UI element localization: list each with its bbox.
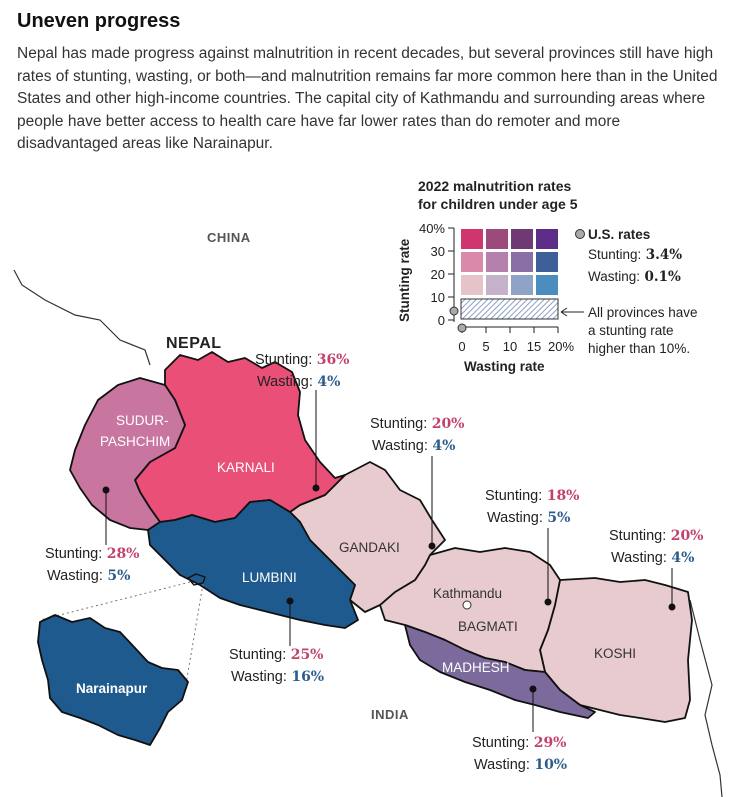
- narainapur-marker[interactable]: [187, 573, 206, 586]
- province-label-lumbini: LUMBINI: [242, 570, 297, 585]
- legend-grid: [460, 229, 559, 320]
- legend-x-axis-label: Wasting rate: [464, 359, 545, 374]
- legend-swatch: [486, 229, 508, 249]
- province-label-sudurpashchim-2: PASHCHIM: [100, 434, 170, 449]
- svg-text:Stunting: 25%: Stunting: 25%: [229, 646, 324, 663]
- inset-connectors: [39, 581, 204, 691]
- kathmandu-dot: [462, 600, 472, 610]
- province-label-gandaki: GANDAKI: [339, 540, 400, 555]
- narainapur-inset-label: Narainapur: [76, 681, 148, 696]
- us-marker-y: [449, 306, 459, 316]
- country-label-china: CHINA: [207, 230, 251, 245]
- svg-text:Stunting: 36%: Stunting: 36%: [255, 351, 350, 368]
- svg-text:Wasting: 0.1%: Wasting: 0.1%: [588, 268, 681, 285]
- callout-lumbini: Stunting: 25% Wasting: 16%: [229, 646, 324, 685]
- country-borders: [13, 269, 723, 797]
- legend-hatched-row: [460, 298, 559, 320]
- intro-paragraph: Nepal has made progress against malnutri…: [17, 45, 718, 152]
- svg-text:Stunting: 29%: Stunting: 29%: [472, 734, 567, 751]
- legend-swatch: [486, 252, 508, 272]
- page-title: Uneven progress: [17, 10, 181, 32]
- callout-bagmati: Stunting: 18% Wasting: 5%: [485, 487, 580, 526]
- legend-title-line1: 2022 malnutrition rates: [418, 178, 571, 194]
- legend-y-axis-label: Stunting rate: [397, 238, 412, 322]
- legend-y-tick: 30: [431, 244, 445, 259]
- legend-y-tick: 40%: [419, 221, 445, 236]
- legend-x-tick: 10: [503, 339, 517, 354]
- legend-swatch: [536, 229, 558, 249]
- legend-x-tick: 15: [527, 339, 541, 354]
- province-label-koshi: KOSHI: [594, 646, 636, 661]
- callout-sudurpashchim: Stunting: 28% Wasting: 5%: [45, 545, 140, 584]
- svg-text:Stunting: 20%: Stunting: 20%: [609, 527, 704, 544]
- legend-swatch: [536, 252, 558, 272]
- svg-text:Wasting: 4%: Wasting: 4%: [372, 437, 455, 454]
- svg-text:Stunting: 18%: Stunting: 18%: [485, 487, 580, 504]
- svg-text:Wasting: 5%: Wasting: 5%: [47, 567, 130, 584]
- border-east: [689, 599, 723, 797]
- svg-text:Wasting: 4%: Wasting: 4%: [257, 373, 340, 390]
- legend-axes: [448, 227, 559, 333]
- legend-x-tick: 0: [458, 339, 465, 354]
- province-label-sudurpashchim-1: SUDUR-: [116, 413, 169, 428]
- legend-swatch: [461, 229, 483, 249]
- legend-x-tick: 20%: [548, 339, 574, 354]
- province-sudurpashchim[interactable]: [69, 377, 186, 531]
- legend-y-tick: 20: [431, 267, 445, 282]
- province-label-bagmati: BAGMATI: [458, 619, 518, 634]
- province-label-madhesh: MADHESH: [442, 660, 510, 675]
- country-label-india: INDIA: [371, 707, 409, 722]
- svg-text:Stunting: 20%: Stunting: 20%: [370, 415, 465, 432]
- province-lumbini[interactable]: [147, 499, 359, 629]
- arrow-head-icon: [560, 307, 568, 317]
- legend-y-tick: 10: [431, 290, 445, 305]
- legend: 2022 malnutrition rates for children und…: [397, 178, 698, 374]
- legend-swatch: [511, 275, 533, 295]
- us-rates-heading: U.S. rates: [588, 227, 650, 242]
- leader-lines: [102, 390, 676, 732]
- legend-swatch: [486, 275, 508, 295]
- border-west: [13, 269, 151, 366]
- legend-swatch: [461, 275, 483, 295]
- legend-swatch: [461, 252, 483, 272]
- legend-x-tick: 5: [482, 339, 489, 354]
- callout-gandaki: Stunting: 20% Wasting: 4%: [370, 415, 465, 454]
- province-label-karnali: KARNALI: [217, 460, 275, 475]
- us-marker-x: [457, 323, 467, 333]
- svg-text:Wasting: 10%: Wasting: 10%: [474, 756, 567, 773]
- callout-koshi: Stunting: 20% Wasting: 4%: [609, 527, 704, 566]
- us-rates-icon: [575, 229, 585, 239]
- legend-title-line2: for children under age 5: [418, 196, 578, 212]
- note-line-3: higher than 10%.: [588, 341, 690, 356]
- svg-text:Wasting: 5%: Wasting: 5%: [487, 509, 570, 526]
- svg-text:Wasting: 4%: Wasting: 4%: [611, 549, 694, 566]
- note-line-1: All provinces have: [588, 305, 698, 320]
- callout-madhesh: Stunting: 29% Wasting: 10%: [472, 734, 567, 773]
- provinces: [69, 351, 693, 723]
- note-line-2: a stunting rate: [588, 323, 674, 338]
- svg-text:Wasting: 16%: Wasting: 16%: [231, 668, 324, 685]
- callout-karnali: Stunting: 36% Wasting: 4%: [255, 351, 350, 390]
- svg-text:Stunting: 28%: Stunting: 28%: [45, 545, 140, 562]
- legend-swatch: [511, 252, 533, 272]
- legend-swatch: [511, 229, 533, 249]
- legend-swatch: [536, 275, 558, 295]
- narainapur-inset[interactable]: [37, 614, 189, 746]
- kathmandu-label: Kathmandu: [433, 586, 502, 601]
- province-madhesh[interactable]: [404, 624, 596, 719]
- svg-text:Stunting: 3.4%: Stunting: 3.4%: [588, 246, 682, 263]
- legend-y-tick: 0: [438, 313, 445, 328]
- country-label-nepal: NEPAL: [166, 335, 222, 352]
